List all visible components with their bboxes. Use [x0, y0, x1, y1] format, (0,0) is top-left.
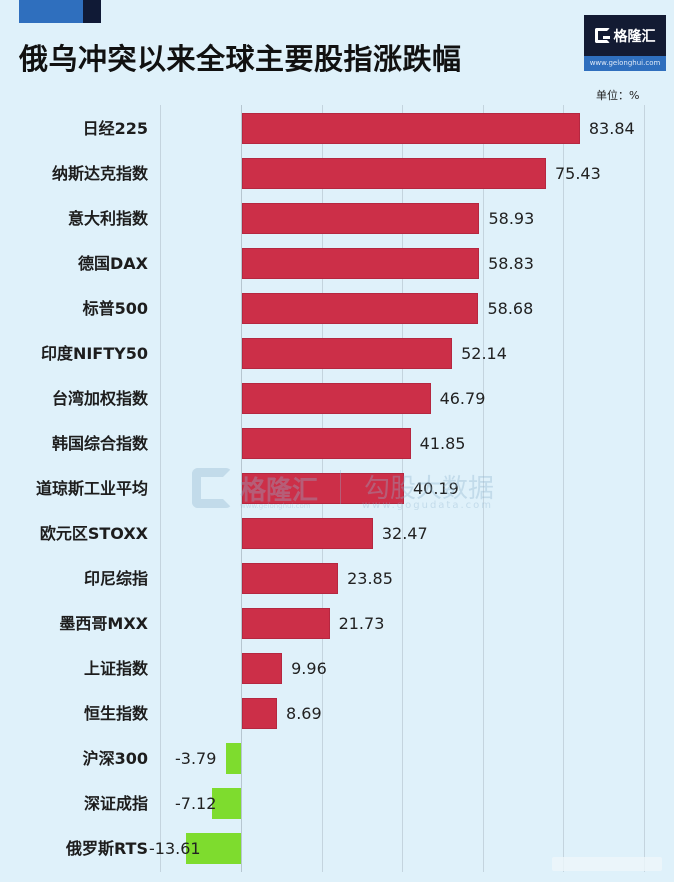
positive-bar	[242, 608, 330, 639]
category-label: 道琼斯工业平均	[35, 479, 148, 498]
g-logo-icon	[594, 28, 610, 43]
value-label: 83.84	[588, 119, 635, 138]
negative-bar	[186, 833, 241, 864]
category-label: 墨西哥MXX	[59, 614, 148, 633]
positive-bar	[242, 653, 283, 684]
bar-row: 日经225 83.84	[0, 113, 674, 144]
category-label: 俄罗斯RTS	[65, 839, 148, 858]
negative-bar	[212, 788, 241, 819]
bar-row: 韩国综合指数 41.85	[0, 428, 674, 459]
category-label: 德国DAX	[77, 254, 148, 273]
header-decoration-blue	[19, 0, 83, 23]
bar-row: 沪深300 -3.79	[0, 743, 674, 774]
category-label: 日经225	[82, 119, 148, 138]
bar-row: 上证指数 9.96	[0, 653, 674, 684]
category-label: 印度NIFTY50	[40, 344, 148, 363]
bar-row: 台湾加权指数 46.79	[0, 383, 674, 414]
bar-row: 德国DAX 58.83	[0, 248, 674, 279]
bar-row: 欧元区STOXX 32.47	[0, 518, 674, 549]
value-label: 21.73	[338, 614, 385, 633]
bar-row: 纳斯达克指数 75.43	[0, 158, 674, 189]
positive-bar	[242, 473, 404, 504]
positive-bar	[242, 203, 480, 234]
category-label: 恒生指数	[83, 704, 148, 723]
gridline	[160, 105, 161, 872]
value-label: 41.85	[419, 434, 466, 453]
bar-row: 深证成指 -7.12	[0, 788, 674, 819]
negative-bar	[225, 743, 241, 774]
gridline	[483, 105, 484, 872]
positive-bar	[242, 563, 339, 594]
value-label: 40.19	[412, 479, 459, 498]
logo-url: www.gelonghui.com	[584, 56, 666, 71]
gridline	[644, 105, 645, 872]
value-label: -3.79	[175, 749, 217, 768]
category-label: 欧元区STOXX	[39, 524, 148, 543]
category-label: 上证指数	[83, 659, 148, 678]
value-label: 46.79	[439, 389, 486, 408]
positive-bar	[242, 428, 411, 459]
value-label: -13.61	[149, 839, 201, 858]
header-decoration-navy	[83, 0, 101, 23]
logo-name: 格隆汇	[613, 28, 656, 45]
positive-bar	[242, 338, 453, 369]
bar-chart-plot-area: 日经225 83.84 纳斯达克指数 75.43 意大利指数 58.93 德国DAX 58.8…	[0, 100, 674, 872]
bar-row: 墨西哥MXX 21.73	[0, 608, 674, 639]
value-label: 32.47	[381, 524, 428, 543]
bar-row: 印度NIFTY50 52.14	[0, 338, 674, 369]
value-label: 8.69	[286, 704, 322, 723]
bar-row: 标普500 58.68	[0, 293, 674, 324]
category-label: 韩国综合指数	[51, 434, 148, 453]
positive-bar	[242, 293, 479, 324]
value-label: 58.68	[487, 299, 534, 318]
positive-bar	[242, 698, 278, 729]
category-label: 沪深300	[82, 749, 148, 768]
value-label: 58.93	[488, 209, 535, 228]
category-label: 深证成指	[83, 794, 148, 813]
positive-bar	[242, 248, 480, 279]
value-label: 58.83	[488, 254, 534, 273]
category-label: 意大利指数	[67, 209, 148, 228]
bar-row: 俄罗斯RTS -13.61	[0, 833, 674, 864]
value-label: 52.14	[461, 344, 507, 363]
category-label: 纳斯达克指数	[51, 164, 148, 183]
category-label: 标普500	[82, 299, 148, 318]
value-label: 75.43	[554, 164, 601, 183]
category-label: 印尼综指	[83, 569, 148, 588]
positive-bar	[242, 113, 580, 144]
category-label: 台湾加权指数	[51, 389, 148, 408]
zero-axis-line	[241, 105, 242, 872]
corner-watermark	[552, 857, 662, 871]
positive-bar	[242, 518, 373, 549]
value-label: 23.85	[347, 569, 393, 588]
positive-bar	[242, 158, 546, 189]
value-label: 9.96	[291, 659, 327, 678]
brand-logo: 格隆汇 www.gelonghui.com	[584, 15, 666, 71]
bar-row: 印尼综指 23.85	[0, 563, 674, 594]
gridline	[563, 105, 564, 872]
positive-bar	[242, 383, 431, 414]
chart-title: 俄乌冲突以来全球主要股指涨跌幅	[19, 42, 462, 76]
bar-row: 道琼斯工业平均 40.19	[0, 473, 674, 504]
bar-row: 意大利指数 58.93	[0, 203, 674, 234]
bar-row: 恒生指数 8.69	[0, 698, 674, 729]
value-label: -7.12	[175, 794, 217, 813]
unit-label: 单位：%	[596, 89, 640, 102]
